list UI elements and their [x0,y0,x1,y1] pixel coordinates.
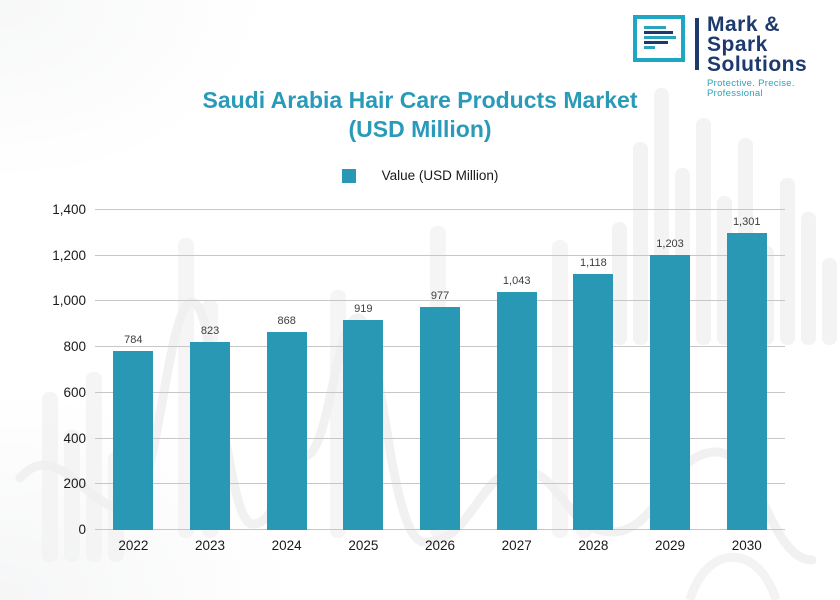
legend-label: Value (USD Million) [381,168,499,183]
value-label: 1,301 [732,215,761,228]
bar-group: 1,118 2028 [555,210,632,553]
x-tick-label: 2023 [194,538,226,553]
y-tick-label: 600 [63,384,86,400]
logo-separator [695,18,699,70]
bar-group: 977 2026 [402,210,479,553]
x-tick-label: 2025 [348,538,379,553]
bar [420,306,461,530]
brand-logo: Mark & Spark Solutions Protective. Preci… [633,13,840,99]
legend-swatch [341,168,356,183]
chart-legend: Value (USD Million) [0,168,840,183]
y-tick-label: 400 [63,430,86,446]
bar-group: 1,301 2030 [708,210,785,553]
y-tick-label: 1,000 [52,293,86,309]
bar [190,341,230,530]
value-label: 1,043 [502,274,531,287]
document-lines-icon [633,15,685,62]
chart-title: Saudi Arabia Hair Care Products Market (… [0,86,840,144]
y-tick-label: 1,200 [52,247,86,263]
value-label: 1,118 [580,257,607,270]
y-tick-label: 1,400 [52,202,86,217]
value-label: 919 [354,302,373,315]
x-tick-label: 2030 [731,538,762,553]
gridline [95,209,785,210]
bar [113,350,154,530]
brand-name-line2: Solutions [707,53,808,76]
brand-name-line1: Mark & Spark [707,13,781,56]
chart-title-line2: (USD Million) [348,116,492,142]
bars: 784 2022 823 2023 868 2024 919 2025 977 2026 1,043… [95,210,785,553]
bar-group: 1,203 2029 [632,210,709,553]
x-tick-label: 2027 [501,538,532,553]
bar [343,319,384,530]
value-label: 868 [277,314,296,327]
bar-group: 823 2023 [172,210,249,553]
x-tick-label: 2022 [118,538,149,553]
x-tick-label: 2024 [271,538,302,553]
y-tick-label: 200 [63,476,86,492]
chart-plot: 784 2022 823 2023 868 2024 919 2025 977 2026 1,043… [95,209,785,553]
gridline [95,254,785,256]
bar [650,255,691,530]
x-tick-label: 2029 [655,538,686,553]
value-label: 784 [124,333,143,346]
bar-group: 1,043 2027 [478,210,555,553]
y-axis-labels: 0 200 400 600 800 1,000 1,200 1,400 [28,202,86,537]
brand-tagline: Protective. Precise. Professional [707,78,795,99]
value-label: 1,203 [656,238,684,251]
y-tick-label: 800 [63,339,86,355]
x-tick-label: 2026 [425,538,456,553]
bar-group: 868 2024 [248,210,325,553]
value-label: 977 [430,289,450,302]
bar [573,274,614,530]
x-tick-label: 2028 [578,538,609,553]
bar-group: 784 2022 [95,210,172,553]
gridline [95,300,785,302]
bar-group: 919 2025 [325,210,402,553]
bar [266,331,307,530]
value-label: 823 [200,324,220,337]
chart-title-line1: Saudi Arabia Hair Care Products Market [202,87,638,113]
bar [496,291,537,530]
bar [726,232,767,530]
y-tick-label: 0 [78,522,86,537]
